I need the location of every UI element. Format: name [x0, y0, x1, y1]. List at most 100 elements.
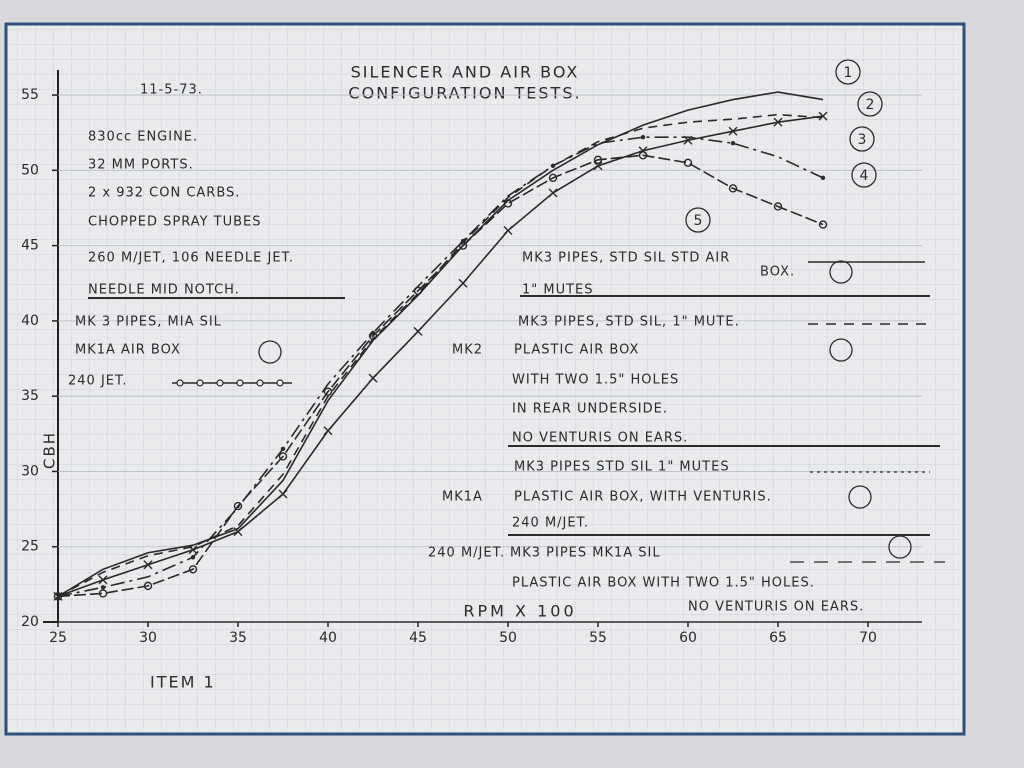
y-tick-label: 55	[21, 87, 39, 103]
series-line	[57, 91, 824, 598]
circle-marker	[593, 155, 603, 164]
dot-marker	[550, 163, 556, 169]
circle-marker	[278, 452, 288, 461]
note: 240 M/JET.	[512, 516, 589, 531]
note: 830cc ENGINE.	[88, 130, 198, 145]
x-tick-label: 55	[589, 630, 607, 646]
legend-swatch-dot	[256, 379, 264, 387]
series-badge	[851, 162, 877, 188]
legend-badge	[258, 340, 282, 364]
footer: ITEM 1	[150, 673, 216, 692]
note: 260 M/JET, 106 NEEDLE JET.	[88, 251, 294, 266]
note: NEEDLE MID NOTCH.	[88, 283, 240, 298]
note: MK3 PIPES, STD SIL STD AIR	[522, 251, 730, 266]
cross-marker	[323, 426, 333, 436]
x-tick-label: 65	[769, 630, 787, 646]
x-tick-label: 70	[859, 630, 877, 646]
circle-marker	[53, 592, 63, 601]
cross-marker	[728, 126, 738, 136]
cross-marker	[773, 117, 783, 127]
x-tick-label: 45	[409, 630, 427, 646]
series-line	[57, 113, 824, 598]
cross-marker	[458, 278, 468, 288]
circle-marker	[548, 173, 558, 183]
cross-marker	[98, 575, 108, 585]
note: 240 M/JET.	[428, 546, 505, 561]
dot-marker	[640, 135, 646, 140]
note: PLASTIC AIR BOX, WITH VENTURIS.	[514, 490, 772, 505]
x-tick-label: 40	[319, 630, 337, 646]
circle-marker	[638, 151, 648, 160]
circle-marker	[728, 184, 738, 193]
dot-marker	[820, 175, 826, 181]
circle-marker	[413, 286, 423, 295]
cross-marker	[593, 161, 603, 171]
cross-marker	[143, 560, 153, 570]
y-axis-label: CBH	[41, 431, 59, 469]
series-line	[57, 136, 824, 598]
circle-marker	[818, 220, 828, 229]
cross-marker	[278, 489, 288, 499]
circle-marker	[683, 158, 693, 168]
series-name: 5	[694, 213, 703, 229]
legend-badge	[829, 260, 853, 284]
y-tick-label: 30	[21, 463, 39, 479]
series-badge	[849, 126, 875, 152]
note: MK3 PIPES, STD SIL, 1" MUTE.	[518, 315, 740, 330]
note: 1" MUTES	[522, 283, 594, 298]
y-tick-label: 40	[21, 313, 39, 329]
note: NO VENTURIS ON EARS.	[688, 600, 864, 615]
legend-swatch-dot	[276, 379, 284, 387]
circle-marker	[188, 565, 198, 574]
graph-paper	[10, 28, 960, 730]
note: MK1A AIR BOX	[75, 343, 181, 358]
y-tick-label: 35	[21, 388, 39, 404]
x-tick-label: 60	[679, 630, 697, 646]
cross-marker	[233, 527, 243, 537]
series-badge	[857, 91, 883, 117]
note: WITH TWO 1.5" HOLES	[512, 373, 679, 388]
legend-swatch-dot	[216, 379, 224, 387]
y-tick-label: 25	[21, 539, 39, 555]
note: 240 JET.	[68, 374, 128, 389]
note: MK1A	[442, 490, 483, 505]
dot-marker	[280, 446, 286, 452]
legend-swatch-dot	[236, 379, 244, 387]
legend-badge	[848, 485, 872, 509]
series-name: 2	[866, 97, 875, 113]
date: 11-5-73.	[140, 83, 203, 98]
note: MK2	[452, 343, 483, 358]
y-tick-label: 50	[21, 162, 39, 178]
dot-marker	[190, 555, 196, 560]
circle-marker	[233, 501, 243, 511]
y-tick-label: 20	[21, 614, 39, 630]
x-tick-label: 50	[499, 630, 517, 646]
note: BOX.	[760, 265, 795, 280]
chart-subtitle: CONFIGURATION TESTS.	[348, 84, 581, 103]
x-tick-label: 30	[139, 630, 157, 646]
dot-marker	[100, 585, 106, 590]
note: 32 MM PORTS.	[88, 158, 194, 173]
x-axis-label: RPM X 100	[463, 602, 576, 621]
series-name: 4	[860, 168, 869, 184]
series-line	[57, 154, 824, 598]
series-badge	[685, 207, 711, 233]
note: MK 3 PIPES, MIA SIL	[75, 315, 222, 330]
cross-marker	[548, 188, 558, 198]
cross-marker	[188, 545, 198, 555]
note: IN REAR UNDERSIDE.	[512, 402, 668, 417]
x-tick-label: 25	[49, 630, 67, 646]
cross-marker	[413, 326, 423, 336]
note: MK3 PIPES MK1A SIL	[510, 546, 661, 561]
series-name: 3	[858, 132, 867, 148]
circle-marker	[323, 387, 333, 396]
note: PLASTIC AIR BOX WITH TWO 1.5" HOLES.	[512, 576, 815, 591]
x-tick-label: 35	[229, 630, 247, 646]
circle-marker	[458, 241, 468, 250]
legend-badge	[829, 338, 853, 362]
dot-marker	[730, 141, 736, 146]
circle-marker	[143, 581, 153, 591]
circle-marker	[368, 331, 378, 341]
